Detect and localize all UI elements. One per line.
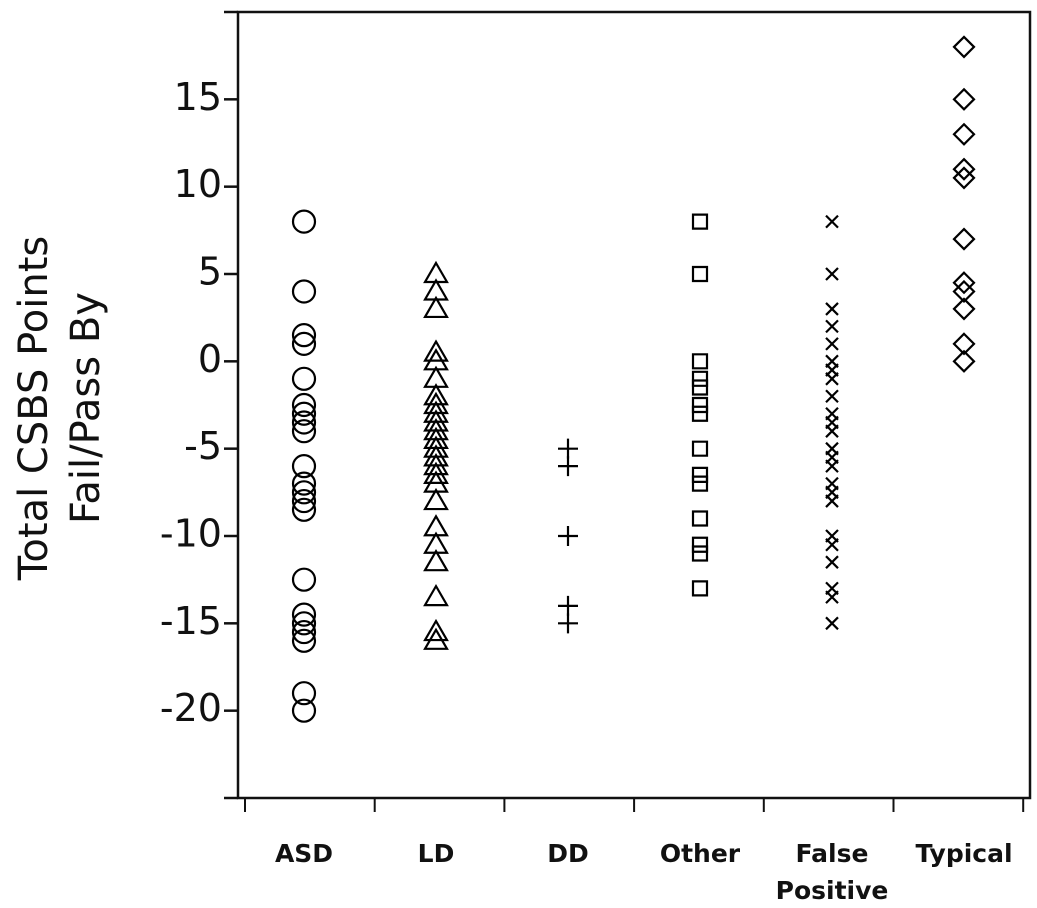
x-tick-label: LD [417, 839, 455, 868]
data-point [291, 489, 317, 514]
data-point [825, 537, 839, 552]
data-point [691, 545, 709, 562]
data-point [825, 337, 839, 351]
data-point [291, 366, 317, 391]
y-tick-label: 0 [198, 337, 222, 381]
data-point [691, 405, 709, 422]
data-point [825, 590, 839, 604]
data-point [825, 555, 839, 569]
data-point [558, 456, 578, 477]
x-tick-label: DD [547, 839, 589, 868]
data-point [291, 620, 317, 645]
data-point [825, 616, 839, 631]
data-point [825, 302, 839, 316]
data-point [952, 166, 976, 190]
data-point [691, 353, 709, 370]
plot-frame [236, 10, 1032, 800]
data-point [691, 536, 709, 553]
data-point [291, 497, 317, 522]
data-point [825, 424, 839, 438]
data-point [691, 370, 709, 387]
data-point [423, 461, 449, 484]
x-tick-label: Typical [915, 839, 1013, 868]
data-point [423, 487, 449, 511]
data-point [825, 214, 839, 229]
y-tick-label: 15 [174, 75, 222, 119]
data-point [291, 410, 317, 435]
data-point [291, 454, 317, 479]
data-point [952, 332, 976, 356]
data-point [952, 35, 976, 59]
data-point [691, 510, 709, 527]
data-point [423, 295, 449, 319]
y-tick-label: 10 [174, 162, 222, 206]
y-axis-label: Total CSBS Points Fail/Pass By [11, 236, 109, 581]
data-point [952, 227, 976, 251]
y-label-line: Total CSBS Points [11, 236, 57, 581]
data-point [952, 122, 976, 146]
y-label-line: Fail/Pass By [63, 292, 109, 524]
data-point [691, 396, 709, 414]
data-point [825, 389, 839, 404]
data-point [291, 698, 317, 723]
data-point [558, 526, 578, 546]
data-point [952, 279, 976, 304]
data-point [825, 267, 839, 281]
y-tick-label: -15 [160, 599, 222, 643]
data-point [291, 419, 317, 444]
data-point [558, 438, 578, 459]
data-point [423, 618, 449, 642]
data-point [558, 613, 578, 634]
data-point [691, 580, 709, 597]
data-point [691, 466, 709, 483]
data-point [952, 349, 976, 373]
data-point [291, 209, 317, 234]
data-point [423, 627, 449, 650]
data-point [825, 319, 839, 334]
y-tick-label: 5 [198, 250, 222, 294]
x-tick-label: ASD [274, 839, 334, 868]
data-point [423, 549, 449, 572]
data-point [291, 567, 317, 592]
data-point [291, 681, 317, 706]
data-point [423, 339, 449, 362]
data-point [825, 494, 839, 508]
data-point [291, 323, 317, 348]
data-point [291, 331, 317, 356]
data-point [423, 583, 449, 607]
data-point [558, 595, 578, 616]
data-point [291, 628, 317, 653]
y-tick-label: -5 [184, 424, 222, 468]
data-point [691, 265, 709, 283]
data-point [691, 440, 709, 457]
data-point [952, 297, 976, 321]
data-point [825, 372, 839, 386]
x-tick-label: False Positive [775, 839, 889, 905]
y-tick-label: -10 [160, 512, 222, 556]
x-tick-label: Other [659, 839, 741, 868]
data-point [691, 213, 709, 230]
data-point [952, 157, 976, 181]
data-point [952, 271, 976, 295]
data-point [691, 379, 709, 396]
data-point [291, 279, 317, 304]
data-point [825, 459, 839, 473]
data-point [691, 475, 709, 492]
y-tick-label: -20 [160, 686, 222, 730]
data-point [952, 87, 976, 111]
